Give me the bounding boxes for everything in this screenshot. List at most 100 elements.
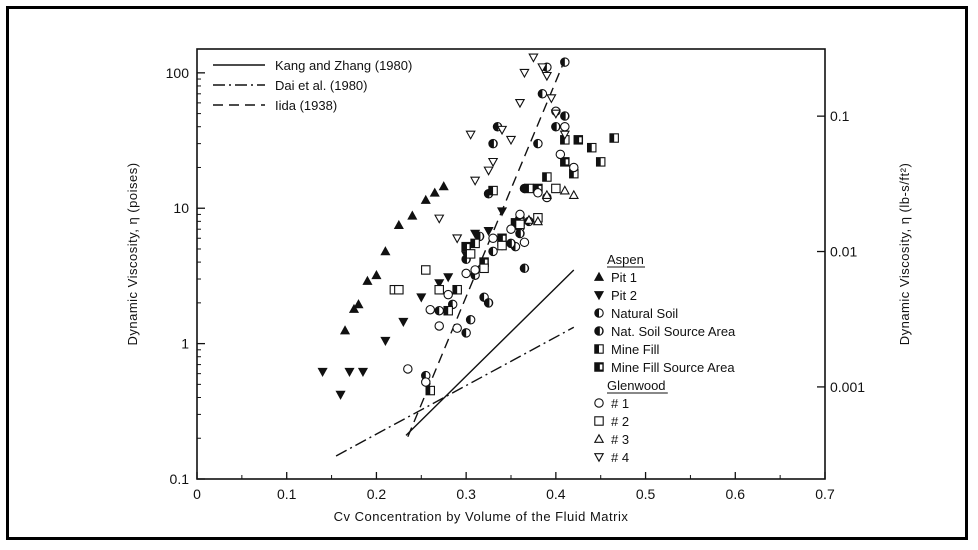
x-tick-label: 0.6 — [726, 486, 746, 502]
legend-marker — [594, 398, 604, 408]
data-point-mine-fill — [586, 142, 597, 153]
model-lines — [335, 59, 575, 457]
data-point-nat-soil-source-area — [488, 138, 498, 149]
data-point-natural-soil — [434, 305, 444, 316]
axes-layer: 0 0.1 0.2 0.3 0.4 0.5 0.6 0.70.11101000.0010.01… — [166, 48, 865, 502]
data-point-1 — [515, 209, 525, 220]
legend-series-label: Mine Fill Source Area — [611, 360, 735, 375]
data-point-pit-1 — [371, 269, 382, 280]
legend-series-label: # 3 — [611, 432, 629, 447]
legend-group-header: Aspen — [607, 252, 644, 267]
data-point-4 — [505, 135, 517, 146]
data-point-pit-2 — [380, 336, 391, 346]
data-point-nat-soil-source-area — [551, 121, 561, 132]
legend-series-label: Natural Soil — [611, 306, 678, 321]
data-point-mine-fill — [470, 238, 480, 249]
data-point-pit-2 — [317, 367, 328, 377]
legend-line-label: Iida (1938) — [275, 98, 337, 113]
x-tick-label: 0 — [193, 486, 201, 502]
data-point-2 — [434, 284, 444, 295]
data-point-mine-fill-source-area — [573, 135, 584, 145]
legend-line-label: Dai et al. (1980) — [275, 78, 368, 93]
legend-marker — [593, 271, 605, 281]
y-tick-label: 0.1 — [170, 471, 190, 487]
data-point-1 — [443, 289, 453, 300]
legend-series-label: # 1 — [611, 396, 629, 411]
data-point-nat-soil-source-area — [506, 238, 516, 249]
data-point-4 — [546, 94, 557, 104]
data-point-1 — [533, 188, 543, 198]
legend-marker — [594, 362, 604, 372]
data-point-mine-fill — [443, 305, 453, 316]
data-point-1 — [560, 121, 570, 132]
data-point-1 — [421, 377, 431, 387]
data-point-mine-fill — [488, 185, 498, 196]
data-point-1 — [555, 149, 566, 160]
data-point-1 — [488, 233, 498, 244]
data-point-pit-1 — [393, 219, 404, 230]
legend-marker — [594, 326, 604, 336]
data-point-pit-1 — [362, 275, 373, 285]
y-axis-title: Dynamic Viscosity, η (poises) — [125, 162, 140, 345]
axis-labels: Cv Concentration by Volume of the Fluid … — [125, 162, 912, 524]
data-point-pit-2 — [335, 390, 346, 400]
data-point-pit-1 — [438, 181, 449, 191]
data-point-pit-2 — [357, 367, 369, 377]
data-point-nat-soil-source-area — [515, 228, 525, 239]
data-point-pit-1 — [339, 325, 351, 335]
data-point-1 — [452, 323, 462, 333]
legend-group-header: Glenwood — [607, 378, 666, 393]
data-point-2 — [479, 263, 489, 274]
data-point-3 — [523, 214, 535, 224]
x-tick-label: 0.7 — [815, 486, 835, 502]
data-point-2 — [465, 249, 476, 259]
data-point-pit-1 — [429, 187, 440, 197]
legend-marker — [593, 433, 605, 443]
data-point-pit-1 — [348, 303, 360, 313]
data-point-4 — [465, 130, 476, 140]
data-point-natural-soil — [533, 138, 543, 149]
legend-marker — [593, 291, 605, 301]
data-point-1 — [470, 265, 480, 275]
data-point-4 — [537, 63, 548, 73]
model-line-solid — [405, 269, 575, 436]
y-right-axis-title: Dynamic Viscosity, η (lb-s/ft²) — [897, 163, 912, 346]
data-point-4 — [487, 157, 499, 168]
data-point-pit-2 — [443, 273, 454, 283]
data-point-1 — [403, 364, 413, 374]
data-point-pit-2 — [344, 367, 355, 377]
data-point-1 — [506, 224, 516, 234]
legend-series-label: Nat. Soil Source Area — [611, 324, 736, 339]
legend-marker — [594, 344, 604, 354]
data-point-nat-soil-source-area — [483, 298, 494, 308]
data-point-2 — [421, 265, 431, 275]
data-point-3 — [559, 185, 570, 195]
model-line-dashed — [407, 59, 566, 438]
data-point-4 — [469, 176, 481, 186]
legend-marker — [594, 416, 604, 426]
x-tick-label: 0.1 — [277, 486, 297, 502]
data-point-natural-soil — [465, 315, 476, 325]
data-point-pit-2 — [398, 317, 409, 327]
x-tick-label: 0.3 — [456, 486, 476, 502]
data-point-pit-2 — [496, 207, 508, 217]
data-point-4 — [541, 71, 553, 82]
data-point-4 — [452, 234, 463, 244]
data-point-4 — [528, 53, 539, 63]
data-point-3 — [541, 189, 553, 200]
data-point-4 — [483, 166, 494, 176]
x-tick-label: 0.4 — [546, 486, 566, 502]
data-point-mine-fill — [542, 172, 552, 182]
legend-marker — [593, 453, 605, 463]
data-point-2 — [551, 183, 561, 194]
data-point-mine-fill — [595, 157, 606, 167]
data-point-nat-soil-source-area — [474, 231, 485, 242]
model-line-dashdot — [335, 326, 575, 457]
legend-series-label: Pit 2 — [611, 288, 637, 303]
data-point-1 — [569, 162, 579, 173]
data-point-1 — [519, 237, 530, 248]
data-point-1 — [461, 268, 471, 279]
data-point-2 — [515, 219, 525, 230]
x-tick-label: 0.5 — [636, 486, 656, 502]
y-tick-label: 1 — [181, 336, 189, 352]
